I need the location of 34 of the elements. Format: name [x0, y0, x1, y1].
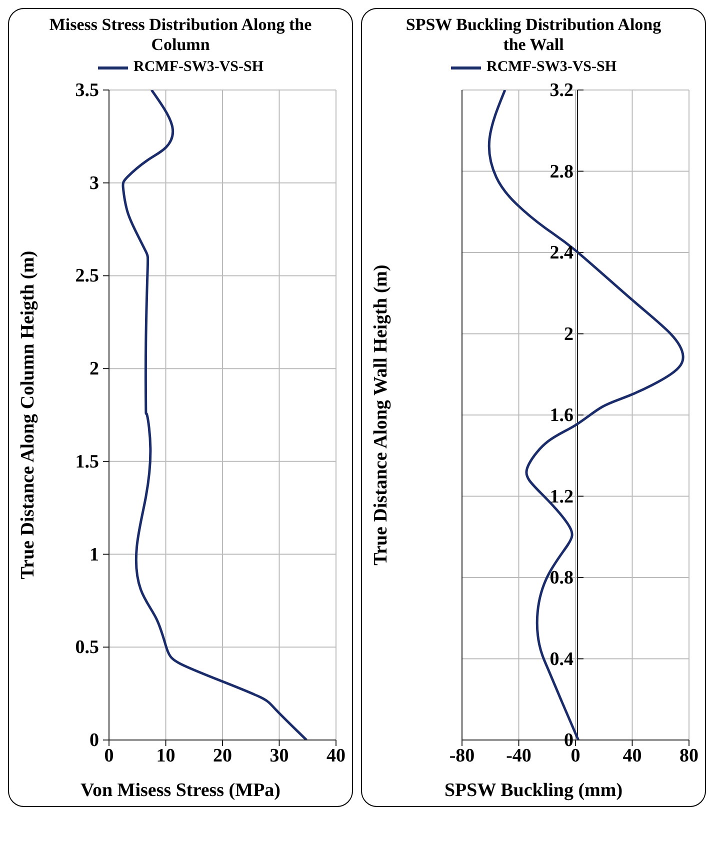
y-tick-label: 0.5	[75, 637, 99, 658]
y-tick-label: 3.5	[75, 80, 99, 101]
y-tick-label: 1.2	[550, 486, 574, 508]
y-tick-label: 1.6	[550, 405, 574, 426]
y-axis-title: True Distance Along Wall Heigth (m)	[370, 264, 392, 566]
x-tick-label: -80	[449, 745, 475, 766]
legend-label: RCMF-SW3-VS-SH	[486, 59, 616, 76]
y-tick-label: 3	[90, 172, 99, 194]
x-tick-label: 30	[270, 745, 289, 766]
x-axis-title: SPSW Buckling (mm)	[443, 780, 624, 803]
y-tick-label: 1.5	[75, 451, 99, 472]
y-tick-label: 2	[564, 324, 574, 345]
x-tick-label: 20	[213, 745, 232, 766]
y-tick-label: 0	[90, 730, 99, 751]
x-tick-label: 0	[104, 745, 114, 766]
chart-title: Misess Stress Distribution Along the Column	[48, 14, 313, 55]
x-axis-title: Von Misess Stress (MPa)	[79, 780, 282, 803]
y-tick-label: 2.8	[550, 161, 574, 182]
y-tick-label: 0.8	[550, 568, 574, 588]
y-axis-title: True Distance Along Column Heigth (m)	[18, 250, 39, 580]
y-tick-label: 2.5	[75, 266, 99, 287]
x-tick-label: 40	[622, 745, 642, 766]
x-tick-label: 40	[326, 745, 346, 766]
line-series	[122, 90, 308, 740]
x-tick-label: 80	[680, 745, 698, 766]
y-tick-label: 0.4	[550, 648, 574, 670]
y-tick-label: 1	[90, 544, 99, 566]
y-tick-label: 2.4	[550, 242, 574, 264]
legend-label: RCMF-SW3-VS-SH	[134, 59, 264, 76]
x-tick-label: 10	[156, 745, 176, 766]
x-tick-label: -40	[506, 745, 532, 766]
y-tick-label: 3.2	[550, 80, 574, 101]
chart-title: SPSW Buckling Distribution Along the Wall	[404, 14, 662, 55]
y-tick-label: 2	[90, 358, 99, 380]
